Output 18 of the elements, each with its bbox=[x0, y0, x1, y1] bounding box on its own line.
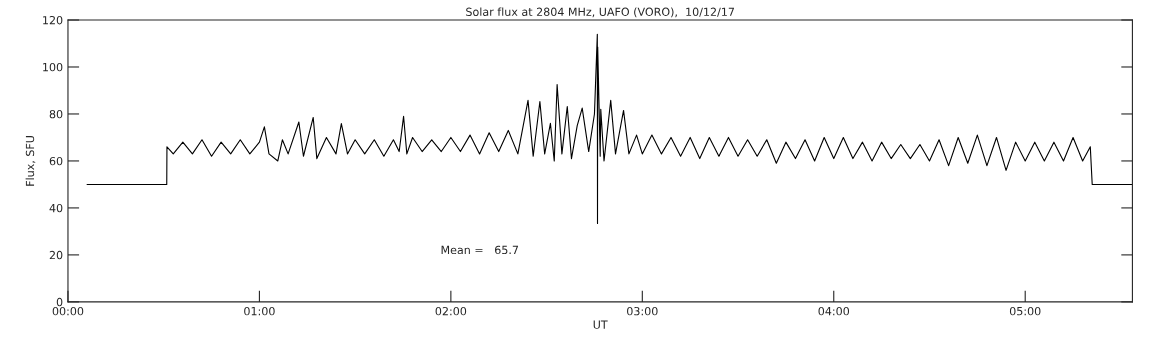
x-tick-label: 03:00 bbox=[627, 306, 658, 316]
x-tick-label: 00:00 bbox=[52, 306, 84, 316]
y-tick-label: 0 bbox=[56, 297, 63, 307]
chart-title: Solar flux at 2804 MHz, UAFO (VORO), 10/12/17 bbox=[466, 7, 735, 18]
x-tick-label: 01:00 bbox=[244, 306, 275, 316]
y-tick-label: 100 bbox=[43, 62, 63, 72]
y-tick-label: 60 bbox=[49, 156, 63, 166]
y-tick-label: 80 bbox=[49, 109, 63, 119]
y-tick-label: 20 bbox=[49, 250, 63, 260]
annotation: Mean = 65.7 bbox=[441, 245, 519, 255]
y-axis-title: Flux, SFU bbox=[25, 136, 36, 186]
y-tick-label: 120 bbox=[43, 15, 63, 25]
x-axis-title: UT bbox=[593, 320, 608, 329]
line-series bbox=[86, 33, 1133, 224]
x-tick-label: 05:00 bbox=[1009, 306, 1041, 316]
x-tick-label: 02:00 bbox=[435, 306, 467, 316]
x-tick-label: 04:00 bbox=[818, 306, 850, 316]
y-tick-label: 40 bbox=[49, 203, 63, 213]
